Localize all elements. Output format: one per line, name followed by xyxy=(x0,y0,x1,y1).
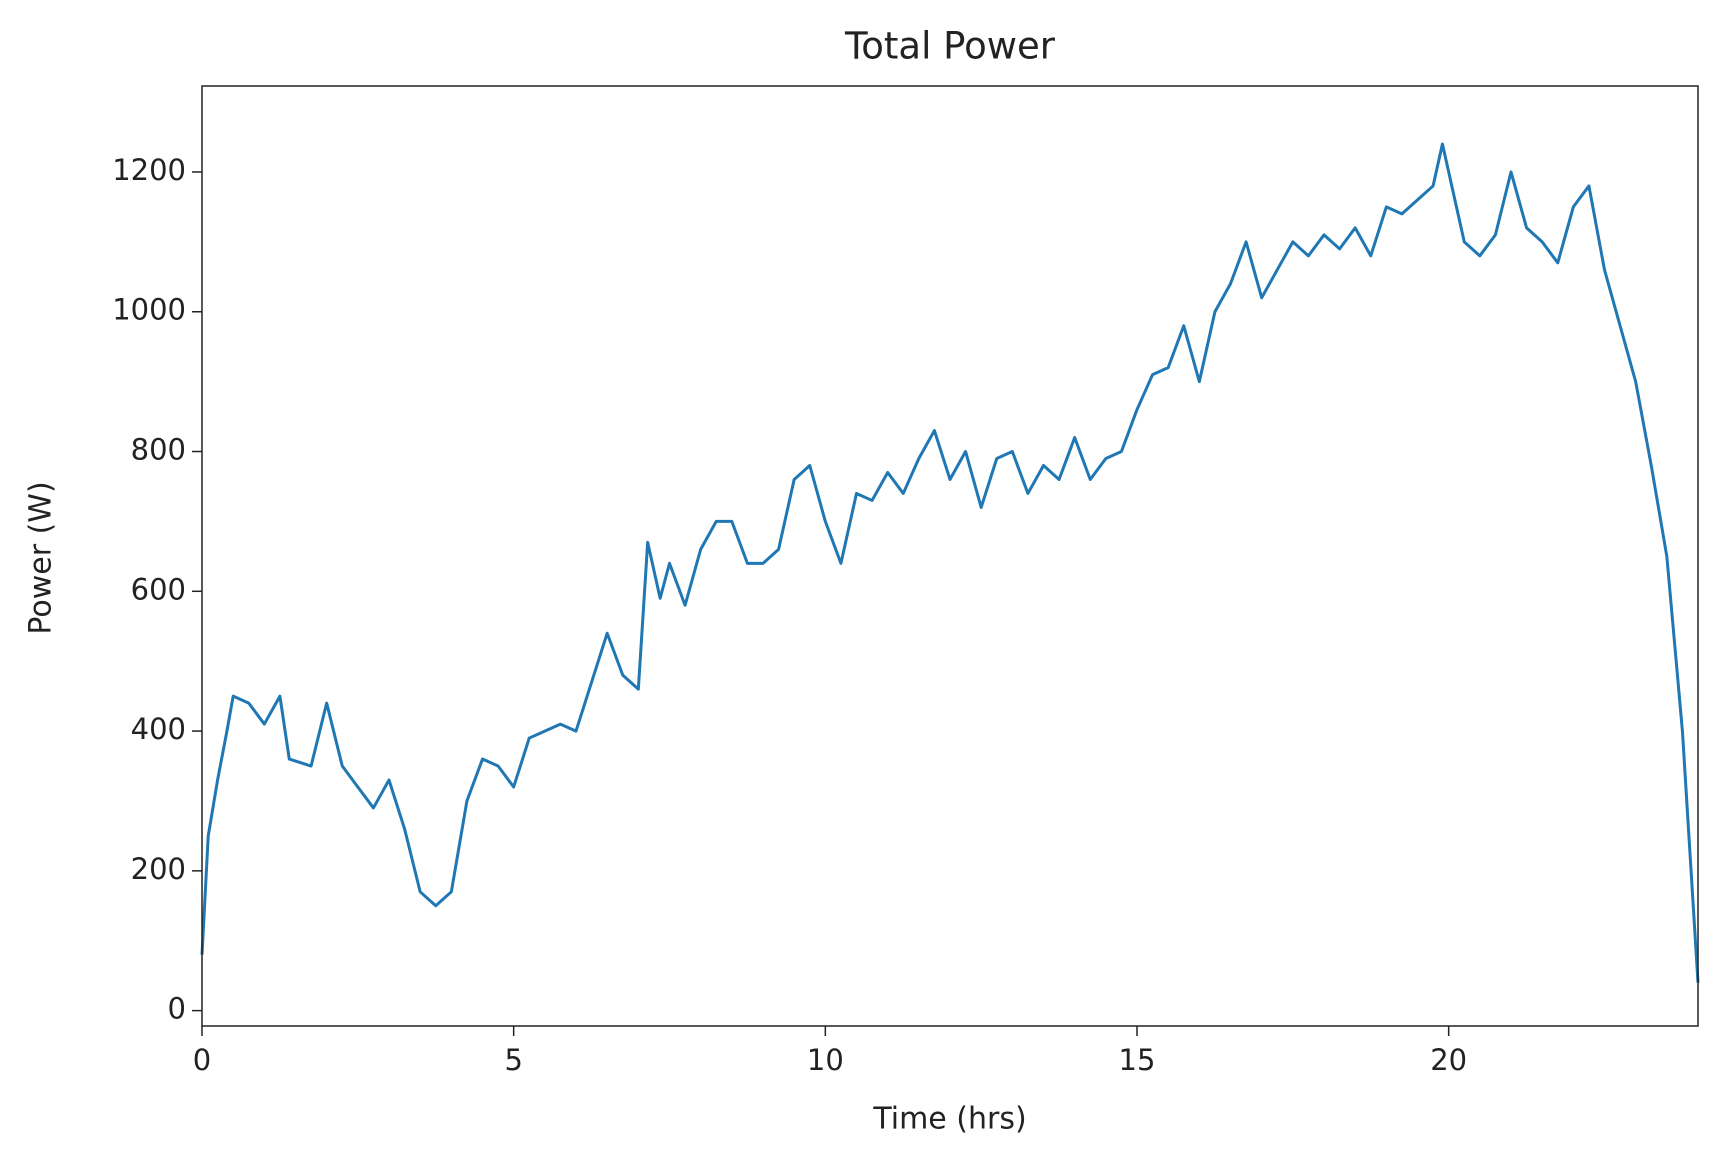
chart-title: Total Power xyxy=(844,25,1056,68)
power-line xyxy=(200,142,1700,983)
x-tick-label: 15 xyxy=(1119,1043,1156,1077)
y-tick-label: 0 xyxy=(168,992,186,1026)
y-tick-label: 1200 xyxy=(112,153,186,187)
y-tick-label: 200 xyxy=(131,852,186,886)
x-axis-label: Time (hrs) xyxy=(872,1102,1026,1137)
x-tick-label: 20 xyxy=(1430,1043,1467,1077)
y-tick-label: 800 xyxy=(131,433,186,467)
y-tick-label: 400 xyxy=(131,712,186,746)
y-tick-label: 600 xyxy=(131,572,186,606)
x-tick-label: 10 xyxy=(807,1043,844,1077)
plot-frame xyxy=(201,85,1699,1027)
y-tick-label: 1000 xyxy=(112,293,186,327)
y-axis-label: Power (W) xyxy=(24,481,59,634)
x-tick-label: 5 xyxy=(504,1043,522,1077)
x-tick-label: 0 xyxy=(193,1043,211,1077)
